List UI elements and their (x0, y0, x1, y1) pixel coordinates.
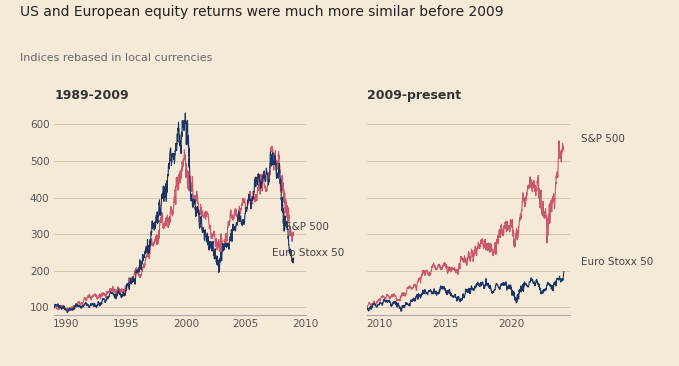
Text: S&P 500: S&P 500 (581, 134, 625, 144)
Text: Euro Stoxx 50: Euro Stoxx 50 (272, 248, 344, 258)
Text: Euro Stoxx 50: Euro Stoxx 50 (581, 257, 653, 267)
Text: S&P 500: S&P 500 (285, 222, 329, 232)
Text: US and European equity returns were much more similar before 2009: US and European equity returns were much… (20, 5, 504, 19)
Text: Indices rebased in local currencies: Indices rebased in local currencies (20, 53, 213, 63)
Text: 2009-present: 2009-present (367, 89, 461, 102)
Text: 1989-2009: 1989-2009 (54, 89, 129, 102)
